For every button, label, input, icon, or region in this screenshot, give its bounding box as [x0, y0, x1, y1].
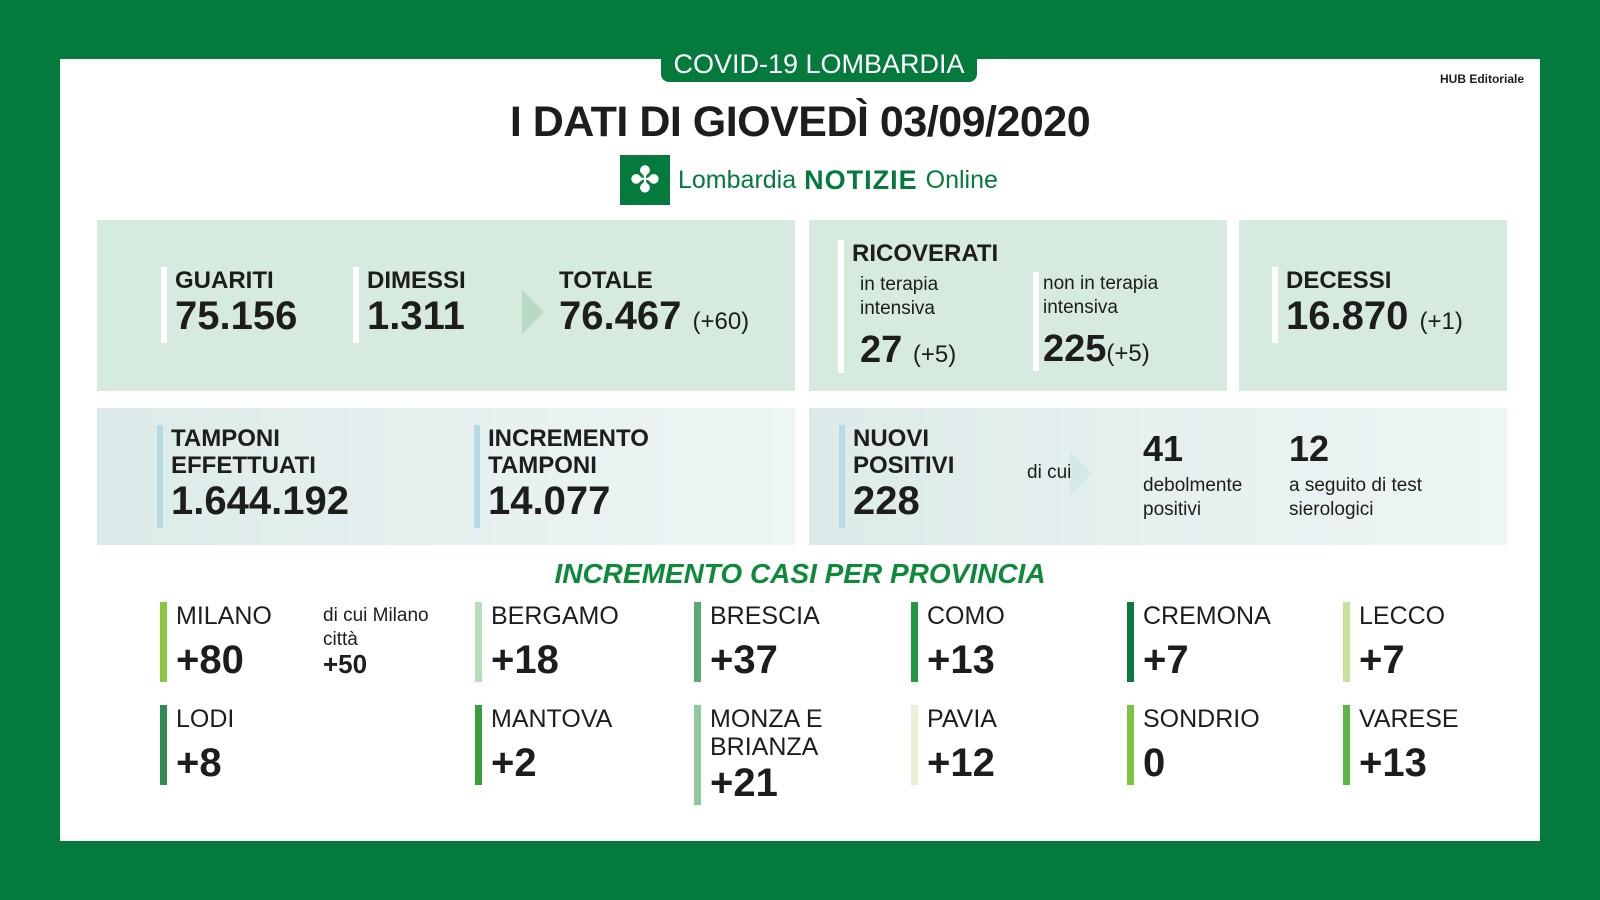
decessi-delta: (+1) [1419, 308, 1463, 335]
dimessi-block: DIMESSI 1.311 [353, 267, 466, 343]
incremento-label: INCREMENTO TAMPONI [488, 425, 649, 479]
province-value: +80 [176, 638, 244, 682]
header-tab: COVID-19 LOMBARDIA [661, 49, 977, 82]
debolmente-positivi: 41 debolmente positivi [1143, 428, 1273, 522]
debolmente-value: 41 [1143, 428, 1184, 469]
province-item: MANTOVA +2 [475, 705, 612, 785]
totale-delta: (+60) [692, 308, 750, 335]
province-value: +18 [491, 638, 559, 682]
province-item: LECCO +7 [1343, 602, 1445, 682]
decessi-value: 16.870 [1286, 294, 1409, 338]
non-terapia-intensiva: non in terapia intensiva 225(+5) [1033, 272, 1213, 371]
province-value: +21 [710, 761, 778, 805]
incremento-value: 14.077 [488, 479, 611, 523]
totale-label: TOTALE [559, 267, 653, 294]
tamponi-label: TAMPONI EFFETTUATI [171, 425, 316, 479]
debolmente-label: debolmente positivi [1143, 475, 1243, 520]
totale-block: TOTALE 76.467 (+60) [559, 267, 749, 339]
positivi-value: 228 [853, 479, 920, 523]
province-item: BERGAMO +18 [475, 602, 619, 682]
ti-delta: (+5) [912, 341, 957, 368]
province-item: MILANO +80 [160, 602, 272, 682]
province-name: SONDRIO [1143, 705, 1260, 733]
province-name: LECCO [1359, 602, 1446, 630]
arrow-icon [1070, 451, 1092, 495]
ricoverati-label: RICOVERATI [852, 240, 999, 267]
milano-citta: di cui Milano città +50 [323, 604, 443, 679]
positivi-block: NUOVI POSITIVI 228 [839, 425, 983, 528]
province-value: +7 [1143, 638, 1189, 682]
province-value: +37 [710, 638, 778, 682]
province-heading: INCREMENTO CASI PER PROVINCIA [554, 558, 1046, 589]
province-item: VARESE +13 [1343, 705, 1459, 785]
decessi-box [1239, 220, 1507, 391]
logo-text-online: Online [925, 165, 998, 194]
logo: ✤ Lombardia NOTIZIE Online [620, 155, 998, 205]
ti-value: 27 [860, 329, 903, 371]
credit: HUB Editoriale [1439, 72, 1524, 86]
terapia-intensiva: in terapia intensiva 27 (+5) [860, 273, 1010, 372]
province-item: LODI +8 [160, 705, 234, 785]
province-item: CREMONA +7 [1127, 602, 1271, 682]
guariti-value: 75.156 [175, 294, 298, 338]
guariti-label: GUARITI [175, 267, 274, 294]
province-item: PAVIA +12 [911, 705, 997, 785]
logo-text: Lombardia [678, 165, 797, 194]
province-name: BERGAMO [491, 602, 619, 630]
province-name: BRESCIA [710, 602, 820, 630]
province-value: +2 [491, 741, 537, 785]
guariti-box [97, 220, 795, 391]
tamponi-block: TAMPONI EFFETTUATI 1.644.192 [157, 425, 371, 528]
province-name: VARESE [1359, 705, 1459, 733]
province-name: LODI [176, 705, 235, 733]
positivi-label: NUOVI POSITIVI [853, 425, 955, 479]
ricoverati-box [809, 220, 1227, 391]
ricoverati-block: RICOVERATI [838, 240, 998, 373]
nti-value: 225 [1043, 328, 1107, 370]
province-item: COMO +13 [911, 602, 1005, 682]
province-item: MONZA E BRIANZA +21 [694, 705, 860, 805]
province-value: 0 [1143, 741, 1166, 785]
province-name: COMO [927, 602, 1005, 630]
dimessi-label: DIMESSI [367, 267, 466, 294]
province-value: +13 [927, 638, 995, 682]
page-title: I DATI DI GIOVEDÌ 03/09/2020 [509, 98, 1091, 146]
milano-citta-value: +50 [323, 649, 368, 679]
nti-delta: (+5) [1106, 340, 1150, 367]
province-name: PAVIA [927, 705, 997, 733]
province-name: MILANO [176, 602, 272, 630]
arrow-icon [522, 290, 544, 334]
tamponi-value: 1.644.192 [171, 479, 349, 523]
di-cui-label: di cui [1027, 462, 1072, 483]
decessi-label: DECESSI [1286, 267, 1392, 294]
province-item: BRESCIA +37 [694, 602, 820, 682]
decessi-block: DECESSI 16.870 (+1) [1272, 267, 1463, 343]
sierologici-label: a seguito di test sierologici [1289, 475, 1423, 520]
tamponi-box [97, 408, 795, 545]
sierologici: 12 a seguito di test sierologici [1289, 428, 1459, 522]
incremento-tamponi-block: INCREMENTO TAMPONI 14.077 [474, 425, 678, 528]
province-value: +7 [1359, 638, 1405, 682]
province-value: +12 [927, 741, 995, 785]
ti-label: in terapia intensiva [860, 274, 939, 319]
province-value: +13 [1359, 741, 1427, 785]
sierologici-value: 12 [1289, 428, 1330, 469]
milano-dicui-label: di cui Milano città [323, 605, 429, 650]
dimessi-value: 1.311 [367, 294, 465, 338]
rosa-camuna-icon: ✤ [620, 155, 670, 205]
province-value: +8 [176, 741, 222, 785]
nti-label: non in terapia intensiva [1043, 273, 1159, 318]
totale-value: 76.467 [559, 294, 682, 338]
positivi-box [809, 408, 1507, 545]
province-name: CREMONA [1143, 602, 1271, 630]
province-name: MANTOVA [491, 705, 613, 733]
logo-text-bold: NOTIZIE [804, 164, 918, 195]
guariti-block: GUARITI 75.156 [161, 267, 297, 343]
province-item: SONDRIO 0 [1127, 705, 1260, 785]
province-name: MONZA E BRIANZA [710, 705, 823, 761]
